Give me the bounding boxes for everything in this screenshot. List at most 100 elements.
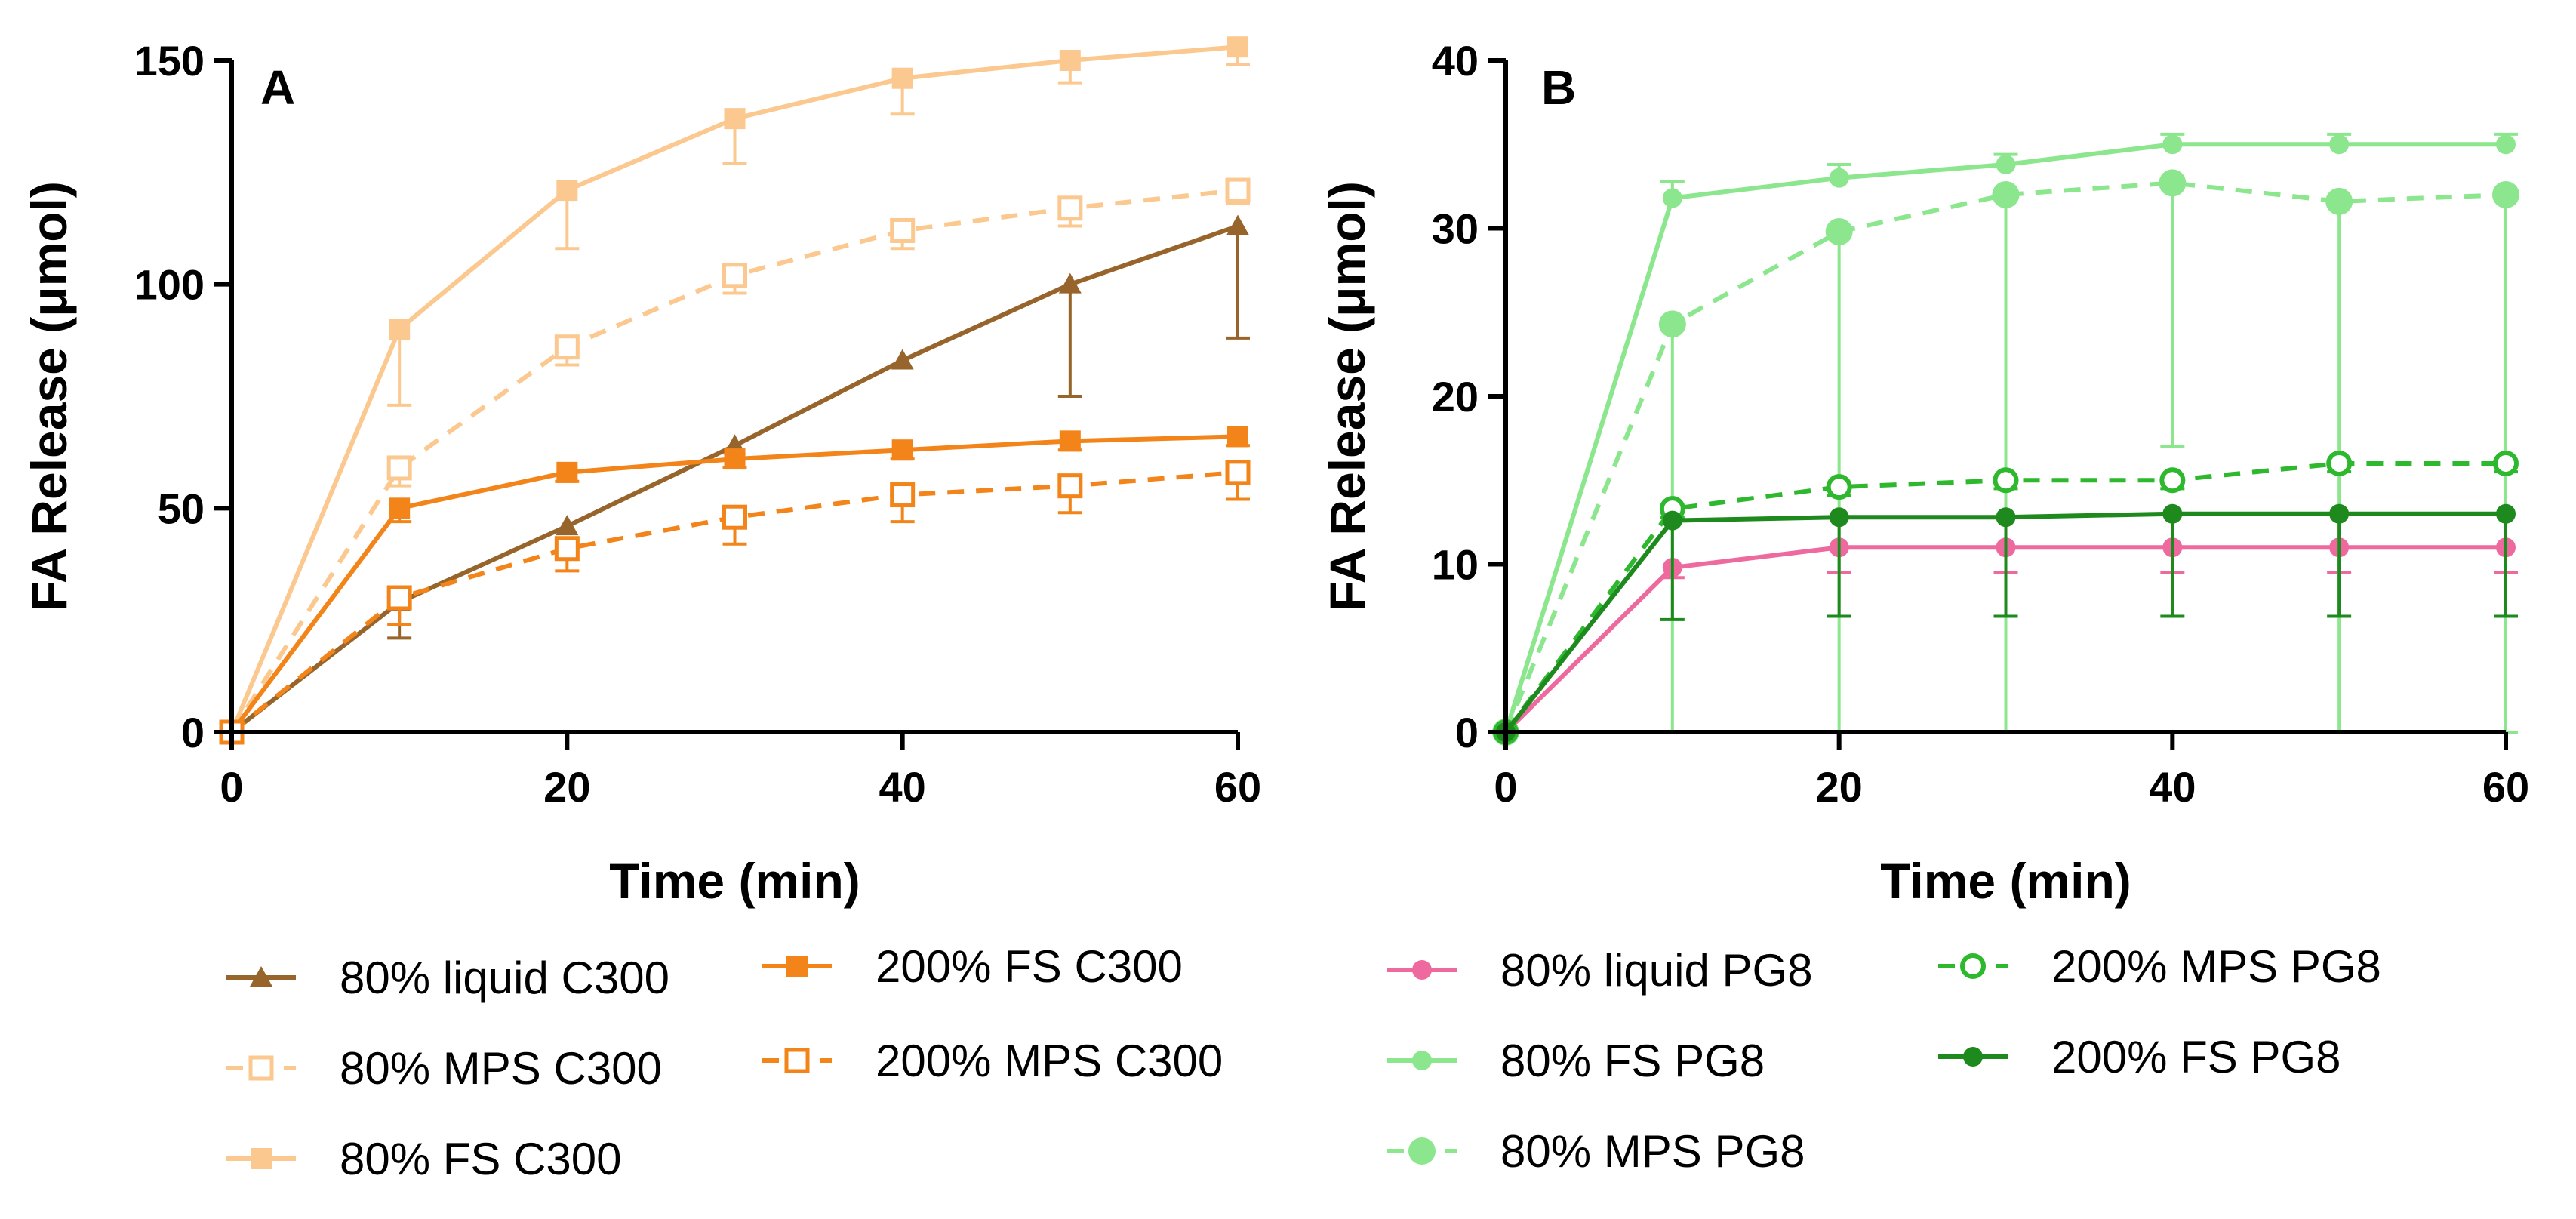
- data-point: [554, 334, 580, 360]
- legend-swatch-marker: [1963, 1047, 1983, 1067]
- legend-swatch-marker: [784, 1048, 810, 1073]
- data-point: [890, 217, 916, 243]
- y-tick-label: 0: [1455, 709, 1479, 756]
- data-point: [1057, 473, 1083, 499]
- series-1-3: [1493, 451, 2519, 745]
- data-point: [1227, 426, 1248, 448]
- series-line: [229, 434, 1239, 734]
- data-point: [556, 515, 579, 536]
- data-point: [1826, 474, 1852, 500]
- data-point: [1227, 36, 1248, 58]
- data-point: [1996, 154, 2016, 174]
- data-point: [1059, 430, 1081, 452]
- data-point: [386, 455, 412, 481]
- data-point: [722, 263, 747, 288]
- data-point: [1996, 507, 2016, 528]
- legend-item-0-2: 80% FS C300: [226, 1134, 622, 1184]
- data-point: [890, 482, 916, 508]
- data-point: [1059, 50, 1081, 71]
- legend-label: 80% FS PG8: [1500, 1036, 1765, 1086]
- panel-a-chart: 0 50 100 150 0 20 40 60 Time (min) FA Release (μm…: [21, 36, 1261, 909]
- legend-label: 200% MPS PG8: [2051, 941, 2381, 992]
- data-point: [1658, 310, 1686, 338]
- x-axis-title: Time (min): [1880, 853, 2131, 909]
- data-point: [891, 439, 913, 461]
- panel-b-chart: 0 10 20 30 40 0 20 40 60 Time (min) FA Release (μm…: [1319, 37, 2529, 909]
- data-point: [1058, 272, 1082, 294]
- legend-label: 80% MPS C300: [340, 1043, 662, 1094]
- legend-swatch-marker: [786, 956, 808, 977]
- y-tick-label: 20: [1432, 373, 1479, 420]
- legend-label: 80% liquid PG8: [1500, 945, 1813, 996]
- data-point: [1225, 460, 1251, 485]
- data-point: [1226, 214, 1249, 235]
- y-tick-label: 100: [134, 261, 205, 309]
- legend-item-1-1: 80% FS PG8: [1387, 1036, 1765, 1086]
- data-point: [724, 448, 746, 470]
- data-point: [891, 349, 914, 370]
- legend-label: 80% liquid C300: [340, 953, 669, 1003]
- legend-item-0-4: 200% MPS C300: [762, 1036, 1223, 1086]
- data-point: [2162, 503, 2183, 524]
- x-tick-label: 60: [2482, 763, 2529, 811]
- data-point: [2162, 134, 2183, 155]
- series-1-4: [1496, 503, 2518, 742]
- series-0-2: [221, 36, 1250, 743]
- data-point: [724, 108, 746, 130]
- panel-label: A: [260, 60, 295, 115]
- data-point: [2329, 134, 2350, 155]
- data-point: [722, 504, 747, 530]
- legend-item-1-3: 200% MPS PG8: [1938, 941, 2381, 992]
- x-tick-label: 40: [2149, 763, 2196, 811]
- data-point: [2326, 451, 2353, 476]
- data-point: [891, 67, 913, 89]
- data-point: [2329, 503, 2350, 524]
- data-point: [556, 461, 578, 483]
- data-point: [1225, 177, 1251, 203]
- data-point: [2159, 467, 2186, 494]
- panel-a-legend: 80% liquid C300 80% MPS C300 80% FS C300 20…: [226, 941, 1223, 1184]
- legend-label: 80% MPS PG8: [1500, 1126, 1805, 1177]
- panel-label: B: [1541, 60, 1576, 115]
- data-point: [1662, 188, 1682, 208]
- data-point: [1057, 195, 1083, 221]
- data-point: [389, 497, 411, 519]
- data-point: [2496, 134, 2516, 155]
- y-tick-label: 30: [1432, 205, 1479, 253]
- legend-label: 200% FS C300: [876, 941, 1183, 992]
- data-point: [1829, 507, 1849, 528]
- data-point: [1829, 168, 1849, 188]
- x-tick-label: 0: [220, 763, 243, 811]
- legend-swatch-marker: [250, 966, 272, 987]
- data-point: [1992, 181, 2020, 208]
- legend-swatch-marker: [1408, 1137, 1436, 1165]
- x-tick-label: 60: [1214, 763, 1261, 811]
- legend-item-1-0: 80% liquid PG8: [1387, 945, 1813, 996]
- x-tick-label: 40: [879, 763, 926, 811]
- legend-item-0-1: 80% MPS C300: [226, 1043, 662, 1094]
- legend-label: 200% MPS C300: [876, 1036, 1223, 1086]
- panel-b-legend: 80% liquid PG8 80% FS PG8 80% MPS PG8 200% …: [1387, 941, 2381, 1177]
- legend-item-1-2: 80% MPS PG8: [1387, 1126, 1805, 1177]
- y-tick-label: 50: [158, 485, 205, 532]
- data-point: [1825, 217, 1853, 245]
- data-point: [1993, 467, 2019, 494]
- legend-item-0-0: 80% liquid C300: [226, 953, 669, 1003]
- data-point: [1662, 510, 1682, 531]
- series-0-4: [219, 460, 1251, 745]
- legend-label: 80% FS C300: [340, 1134, 622, 1184]
- y-axis-title: FA Release (μmol): [21, 181, 77, 611]
- y-axis-title: FA Release (μmol): [1319, 181, 1375, 611]
- series-0-3: [221, 426, 1250, 743]
- data-point: [2492, 181, 2519, 208]
- legend-item-0-3: 200% FS C300: [762, 941, 1183, 992]
- series-1-2: [1492, 169, 2519, 746]
- y-tick-label: 10: [1432, 541, 1479, 589]
- legend-item-1-4: 200% FS PG8: [1938, 1032, 2341, 1082]
- legend-swatch-marker: [248, 1055, 274, 1081]
- data-point: [554, 536, 580, 562]
- y-tick-label: 40: [1432, 37, 1479, 85]
- legend-swatch-marker: [251, 1148, 272, 1169]
- data-point: [389, 319, 411, 340]
- data-point: [2496, 503, 2516, 524]
